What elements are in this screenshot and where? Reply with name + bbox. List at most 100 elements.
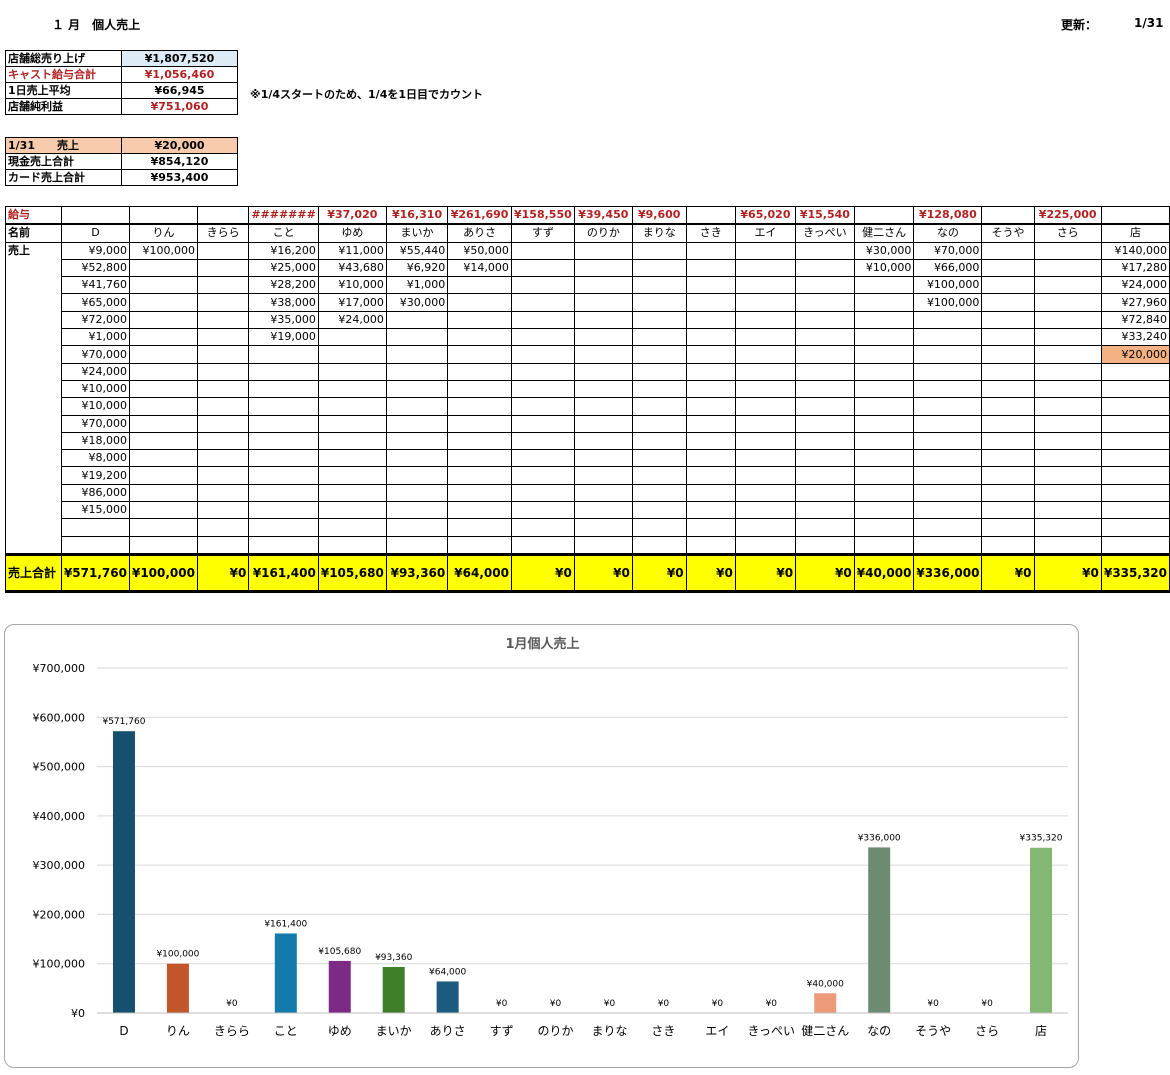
sales-cell[interactable]: [631, 501, 687, 520]
total-cell[interactable]: ¥93,360: [385, 552, 449, 593]
sales-cell[interactable]: ¥50,000: [447, 241, 512, 260]
daily-value[interactable]: ¥953,400: [121, 169, 238, 186]
sales-cell[interactable]: [1100, 483, 1170, 503]
sales-cell[interactable]: [573, 414, 633, 433]
sales-cell[interactable]: [1033, 449, 1102, 468]
summary-value[interactable]: ¥751,060: [121, 98, 238, 115]
sales-cell[interactable]: [1033, 483, 1102, 503]
sales-cell[interactable]: [196, 379, 250, 399]
sales-cell[interactable]: [685, 449, 736, 468]
sales-cell[interactable]: [685, 328, 736, 347]
sales-cell[interactable]: [128, 397, 198, 416]
sales-label-cell[interactable]: [5, 518, 62, 537]
sales-cell[interactable]: ¥38,000: [248, 293, 319, 312]
sales-cell[interactable]: [510, 379, 575, 399]
sales-cell[interactable]: ¥1,000: [60, 328, 130, 347]
sales-cell[interactable]: [795, 397, 855, 416]
cast-name-cell[interactable]: こと: [248, 223, 319, 243]
sales-label-cell[interactable]: [5, 328, 62, 346]
sales-cell[interactable]: [1033, 379, 1102, 399]
sales-cell[interactable]: [510, 345, 575, 364]
cast-name-cell[interactable]: のりか: [573, 223, 633, 243]
sales-cell[interactable]: [981, 397, 1035, 416]
cast-name-cell[interactable]: D: [60, 223, 130, 243]
sales-cell[interactable]: [1033, 345, 1102, 364]
sales-cell[interactable]: [913, 345, 983, 364]
sales-cell[interactable]: [385, 397, 449, 416]
sales-cell[interactable]: [631, 449, 687, 468]
sales-cell[interactable]: ¥86,000: [60, 483, 130, 503]
sales-cell[interactable]: [196, 431, 250, 451]
salary-cell[interactable]: [981, 206, 1035, 226]
sales-cell[interactable]: [128, 466, 198, 485]
sales-cell[interactable]: [795, 276, 855, 295]
sales-cell[interactable]: [734, 345, 797, 364]
total-cell[interactable]: ¥161,400: [248, 552, 319, 593]
cast-name-cell[interactable]: 店: [1100, 223, 1170, 243]
sales-cell[interactable]: ¥55,440: [385, 241, 449, 260]
sales-cell[interactable]: [913, 466, 983, 485]
sales-cell[interactable]: [795, 362, 855, 381]
total-cell[interactable]: ¥64,000: [447, 552, 512, 593]
sales-cell[interactable]: ¥11,000: [317, 241, 387, 260]
sales-cell[interactable]: ¥52,800: [60, 258, 130, 278]
sales-cell[interactable]: ¥66,000: [913, 258, 983, 278]
sales-cell[interactable]: [734, 293, 797, 312]
sales-cell[interactable]: [795, 466, 855, 485]
sales-cell[interactable]: [1033, 258, 1102, 278]
cast-name-cell[interactable]: エイ: [734, 223, 797, 243]
sales-cell[interactable]: [981, 328, 1035, 347]
sales-cell[interactable]: [248, 414, 319, 433]
total-row-label[interactable]: 売上合計: [5, 552, 62, 593]
sales-cell[interactable]: [853, 449, 915, 468]
sales-label-cell[interactable]: [5, 536, 62, 555]
daily-label[interactable]: カード売上合計: [5, 169, 122, 186]
sales-cell[interactable]: [685, 431, 736, 451]
sales-cell[interactable]: [447, 276, 512, 295]
sales-cell[interactable]: [128, 535, 198, 555]
sales-cell[interactable]: [795, 431, 855, 451]
sales-cell[interactable]: [913, 518, 983, 537]
sales-cell[interactable]: [447, 310, 512, 330]
sales-cell[interactable]: [685, 414, 736, 433]
sales-cell[interactable]: [317, 397, 387, 416]
sales-cell[interactable]: [196, 397, 250, 416]
sales-cell[interactable]: [685, 241, 736, 260]
sales-cell[interactable]: ¥17,000: [317, 293, 387, 312]
sales-cell[interactable]: [981, 310, 1035, 330]
salary-cell[interactable]: [128, 206, 198, 226]
sales-cell[interactable]: [1100, 449, 1170, 468]
sales-cell[interactable]: [853, 414, 915, 433]
sales-cell[interactable]: [685, 276, 736, 295]
sales-cell[interactable]: [795, 345, 855, 364]
sales-cell[interactable]: [734, 483, 797, 503]
sales-cell[interactable]: [1100, 431, 1170, 451]
summary-label[interactable]: 店舗純利益: [5, 98, 122, 115]
sales-cell[interactable]: ¥24,000: [60, 362, 130, 381]
sales-cell[interactable]: [853, 466, 915, 485]
sales-cell[interactable]: [1033, 397, 1102, 416]
sales-cell[interactable]: [981, 293, 1035, 312]
salary-cell[interactable]: ¥16,310: [385, 206, 449, 226]
sales-cell[interactable]: ¥70,000: [60, 345, 130, 364]
sales-cell[interactable]: [128, 449, 198, 468]
total-cell[interactable]: ¥0: [685, 552, 736, 593]
sales-cell[interactable]: [510, 293, 575, 312]
summary-value[interactable]: ¥66,945: [121, 82, 238, 99]
sales-cell[interactable]: [510, 258, 575, 278]
summary-value[interactable]: ¥1,807,520: [121, 50, 238, 67]
sales-cell[interactable]: ¥65,000: [60, 293, 130, 312]
sales-cell[interactable]: [795, 518, 855, 537]
sales-cell[interactable]: [734, 276, 797, 295]
salary-cell[interactable]: ¥225,000: [1033, 206, 1102, 226]
sales-cell[interactable]: [795, 258, 855, 278]
sales-cell[interactable]: [385, 379, 449, 399]
sales-cell[interactable]: ¥33,240: [1100, 328, 1170, 347]
sales-label-cell[interactable]: [5, 501, 62, 519]
salary-cell[interactable]: [685, 206, 736, 226]
sales-cell[interactable]: [734, 258, 797, 278]
salary-cell[interactable]: #######: [248, 206, 319, 226]
sales-cell[interactable]: [981, 518, 1035, 537]
sales-label-cell[interactable]: [5, 415, 62, 433]
total-cell[interactable]: ¥105,680: [317, 552, 387, 593]
